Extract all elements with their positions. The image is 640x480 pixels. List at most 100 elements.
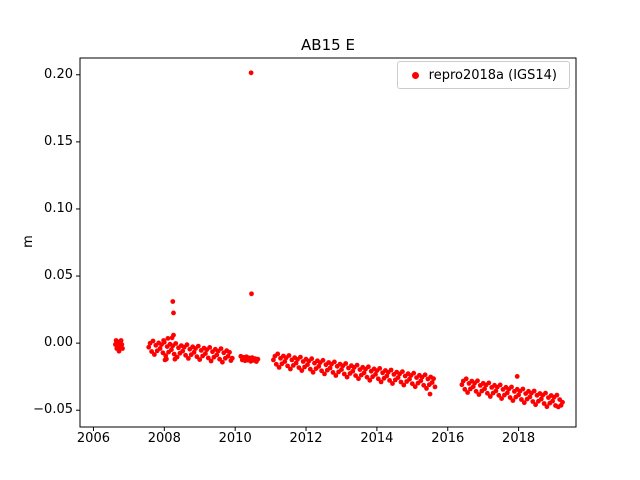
x-tick-label: 2018 [502,431,536,446]
data-point [164,356,169,362]
data-point [367,377,373,383]
data-point [366,364,371,370]
data-point [432,384,438,390]
data-point [174,354,180,360]
data-point [191,349,197,355]
data-point [197,357,203,362]
data-point [184,342,190,348]
data-point [285,363,290,369]
data-point [214,352,220,358]
data-point [421,382,427,388]
y-axis-label: m [20,235,36,248]
data-point [165,336,171,341]
y-tick-label: −0.05 [33,402,73,418]
data-point [409,381,415,387]
y-tick-label: 0.10 [44,200,73,216]
data-point [422,372,428,378]
data-point [482,386,487,392]
data-point [459,382,465,388]
data-point [173,341,179,346]
data-point [327,365,333,371]
data-point [305,362,310,368]
data-point [487,394,493,399]
data-point [286,353,292,358]
legend: repro2018a (IGS14) [396,61,570,89]
data-point [510,398,516,403]
x-tick-label: 2016 [431,431,465,446]
data-point [463,376,469,382]
data-point [249,291,254,297]
data-point [531,388,537,394]
data-point [354,362,360,368]
data-point [341,371,347,377]
data-point [309,356,315,362]
data-point [157,346,163,351]
data-point [378,379,384,385]
data-point [401,382,407,388]
data-point [316,363,322,369]
data-point [282,359,288,364]
data-point [530,399,536,404]
data-point [120,346,125,351]
data-point [322,371,327,377]
data-point [424,386,429,391]
data-point [519,397,524,402]
data-point [541,401,547,406]
data-point [550,398,555,404]
data-point [476,392,482,397]
y-tick-label: 0.15 [44,133,73,149]
data-point [560,399,565,405]
data-point [377,366,383,371]
data-point [398,379,404,385]
data-point [276,365,282,370]
data-point [554,392,560,398]
data-point [400,369,405,374]
x-tick-label: 2008 [147,431,181,446]
data-point [171,310,176,316]
data-point [375,376,381,382]
data-point [152,352,157,357]
data-point [418,378,424,384]
data-point [275,351,281,357]
data-point [227,349,232,355]
data-point [298,354,303,360]
data-point [146,344,152,350]
data-point [499,396,504,401]
data-point [229,355,235,361]
data-point [538,396,544,402]
x-tick-label: 2012 [289,431,323,446]
data-point [465,390,470,395]
data-point [171,332,176,338]
data-point [273,361,279,367]
data-point [516,392,521,398]
data-point [431,376,436,382]
data-point [496,392,502,398]
data-point [475,378,480,384]
data-point [473,388,479,394]
y-tick-label: 0.20 [44,66,73,82]
data-point [344,374,350,380]
y-tick-label: 0.00 [44,335,73,351]
data-point [299,368,305,373]
data-point [320,357,326,363]
data-point [521,400,527,406]
data-point [119,342,125,347]
data-point [220,359,225,365]
data-point [493,388,499,394]
data-point [353,373,358,378]
data-point [255,356,261,362]
data-point [171,351,177,357]
data-point [169,347,174,353]
legend-label: repro2018a (IGS14) [428,67,557,83]
data-point [387,378,392,383]
data-point [208,358,214,364]
data-point [486,380,492,386]
data-point [288,366,293,372]
data-point [161,339,167,345]
data-point [183,352,189,358]
chart-title: AB15 E [301,36,355,54]
data-point [207,345,213,350]
data-point [527,394,533,400]
data-point [390,381,395,386]
